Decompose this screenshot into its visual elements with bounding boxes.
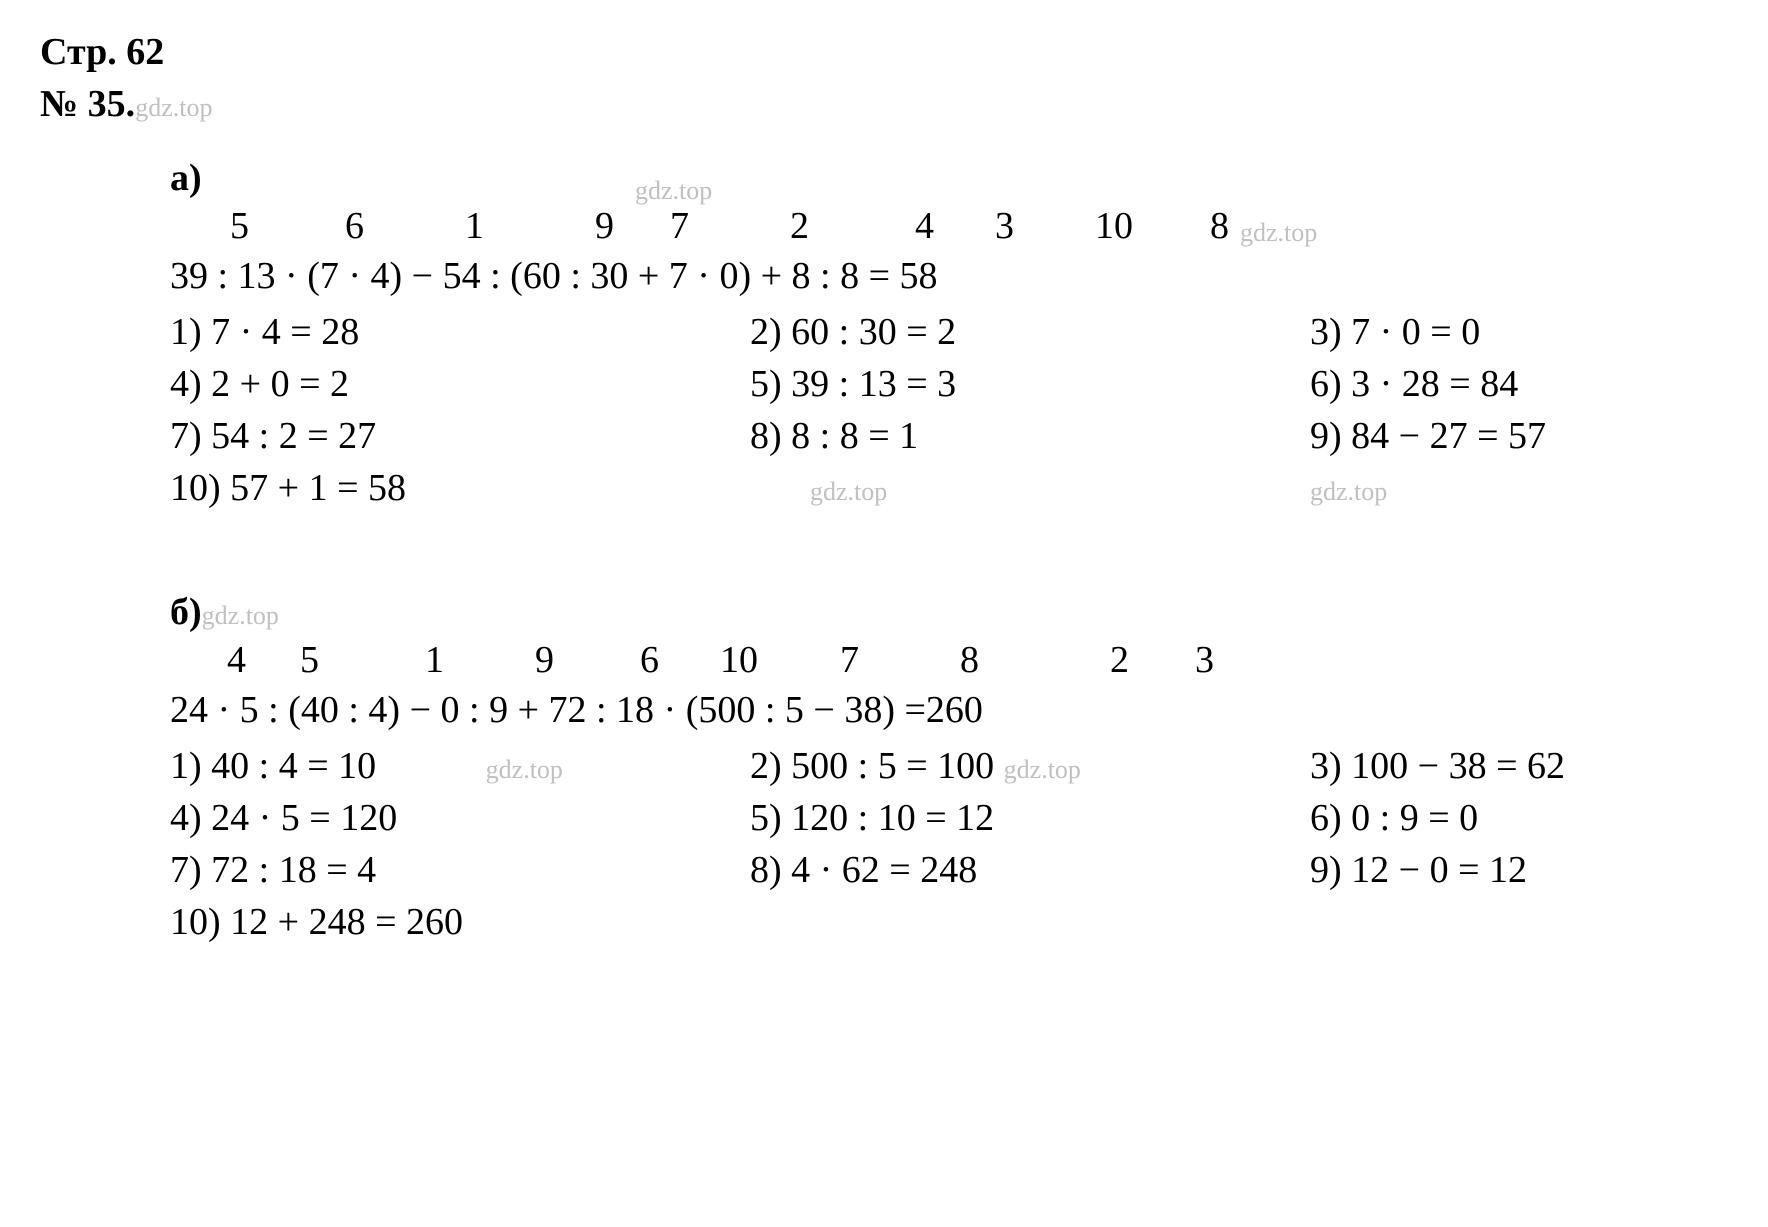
steps-b: 1) 40 : 4 = 10 gdz.top2) 500 : 5 = 100 g… xyxy=(170,744,1728,944)
step: 7) 72 : 18 = 4 xyxy=(170,848,750,892)
order-line-a: 5 6 1 9 7 2 4 3 10 8 xyxy=(170,204,1728,250)
step: 4) 2 + 0 = 2 xyxy=(170,362,750,406)
section-b-label-text: б) xyxy=(170,591,202,633)
order-line-a-container: gdz.top 56197243108 gdz.top xyxy=(170,204,1728,250)
section-a-label: а) xyxy=(170,156,1728,200)
step: 4) 24 · 5 = 120 xyxy=(170,796,750,840)
watermark-cell: gdz.top xyxy=(750,466,1310,510)
watermark-text: gdz.top xyxy=(135,93,212,122)
watermark-above-a: gdz.top xyxy=(635,176,712,206)
order-num: 7 xyxy=(670,204,689,248)
step: 10) 57 + 1 = 58 xyxy=(170,466,750,510)
order-num: 1 xyxy=(465,204,484,248)
section-a: а) gdz.top 5 6 1 9 7 2 4 3 10 8 gdz.top 39 : 13 ·… xyxy=(170,156,1728,510)
step: 2) 60 : 30 = 2 xyxy=(750,310,1310,354)
step: 9) 12 − 0 = 12 xyxy=(1310,848,1728,892)
order-num: 3 xyxy=(1195,638,1214,682)
section-b-label: б)gdz.top xyxy=(170,590,1728,634)
order-num: 6 xyxy=(640,638,659,682)
order-line-b: 4 5 1 9 6 10 7 8 2 3 xyxy=(170,638,1728,684)
order-num: 5 xyxy=(300,638,319,682)
order-num: 6 xyxy=(345,204,364,248)
order-num: 1 xyxy=(425,638,444,682)
step: 7) 54 : 2 = 27 xyxy=(170,414,750,458)
order-num: 3 xyxy=(995,204,1014,248)
section-b: б)gdz.top 4 5 1 9 6 10 7 8 2 3 24 · 5 : (40 : 4) … xyxy=(170,590,1728,944)
step: 3) 100 − 38 = 62 xyxy=(1310,744,1728,788)
order-num: 9 xyxy=(535,638,554,682)
step: 8) 8 : 8 = 1 xyxy=(750,414,1310,458)
step: 8) 4 · 62 = 248 xyxy=(750,848,1310,892)
step: 1) 40 : 4 = 10 gdz.top xyxy=(170,744,750,788)
watermark-after-last-a: gdz.top xyxy=(1240,218,1317,248)
order-num: 9 xyxy=(595,204,614,248)
order-num: 10 xyxy=(720,638,758,682)
step: 5) 120 : 10 = 12 xyxy=(750,796,1310,840)
step: 9) 84 − 27 = 57 xyxy=(1310,414,1728,458)
order-num: 2 xyxy=(1110,638,1129,682)
order-num: 4 xyxy=(915,204,934,248)
problem-number: № 35.gdz.top xyxy=(40,82,1728,126)
step: 6) 0 : 9 = 0 xyxy=(1310,796,1728,840)
order-num: 10 xyxy=(1095,204,1133,248)
order-num: 4 xyxy=(227,638,246,682)
step: 2) 500 : 5 = 100 gdz.top xyxy=(750,744,1310,788)
steps-a: 1) 7 · 4 = 282) 60 : 30 = 23) 7 · 0 = 0 4… xyxy=(170,310,1728,510)
step: 5) 39 : 13 = 3 xyxy=(750,362,1310,406)
order-num: 5 xyxy=(230,204,249,248)
watermark-cell: gdz.top xyxy=(1310,466,1728,510)
expression-a: 39 : 13 · (7 · 4) − 54 : (60 : 30 + 7 · … xyxy=(170,254,1728,298)
step: 1) 7 · 4 = 28 xyxy=(170,310,750,354)
order-num: 7 xyxy=(840,638,859,682)
order-num: 8 xyxy=(960,638,979,682)
expression-b: 24 · 5 : (40 : 4) − 0 : 9 + 72 : 18 · (5… xyxy=(170,688,1728,732)
page-header: Стр. 62 xyxy=(40,30,1728,74)
step: 10) 12 + 248 = 260 xyxy=(170,900,750,944)
order-num: 2 xyxy=(790,204,809,248)
problem-num-text: № 35. xyxy=(40,83,135,125)
step: 6) 3 · 28 = 84 xyxy=(1310,362,1728,406)
step: 3) 7 · 0 = 0 xyxy=(1310,310,1728,354)
order-num: 8 xyxy=(1210,204,1229,248)
watermark-b-label: gdz.top xyxy=(202,601,279,630)
